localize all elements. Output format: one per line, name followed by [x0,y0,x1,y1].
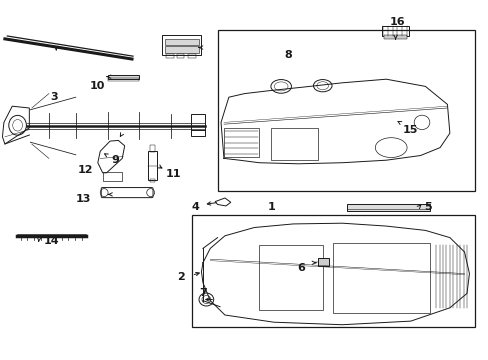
Bar [192,215,474,327]
Text: 7: 7 [199,288,206,298]
Bar [164,46,199,53]
Text: 4: 4 [191,202,199,212]
Text: 16: 16 [388,17,404,27]
Text: 11: 11 [165,168,181,179]
Bar [271,128,317,160]
Bar [166,54,173,58]
Bar [177,54,184,58]
Bar [190,114,205,136]
Text: 15: 15 [402,125,418,135]
Bar [164,39,199,45]
Bar [149,179,154,182]
Bar [162,35,201,55]
Bar [102,172,122,181]
Text: 3: 3 [50,92,58,102]
Text: 13: 13 [75,194,91,204]
Text: 5: 5 [423,202,431,212]
Bar [224,128,258,157]
Bar [384,35,406,39]
Bar [318,258,328,266]
Bar [259,245,322,310]
Bar [382,26,408,36]
Text: 10: 10 [90,81,105,91]
Text: 9: 9 [111,155,119,165]
Bar [332,243,429,313]
Bar [108,78,139,81]
Bar [346,204,429,211]
Bar [149,145,154,152]
Text: 12: 12 [78,165,93,175]
Text: 6: 6 [296,263,304,273]
Text: 8: 8 [284,50,292,60]
Bar [218,30,474,191]
Bar [147,151,157,180]
Bar [107,75,139,79]
Text: 1: 1 [267,202,275,212]
Text: 14: 14 [43,236,59,246]
Text: 2: 2 [177,272,184,282]
Bar [188,54,195,58]
